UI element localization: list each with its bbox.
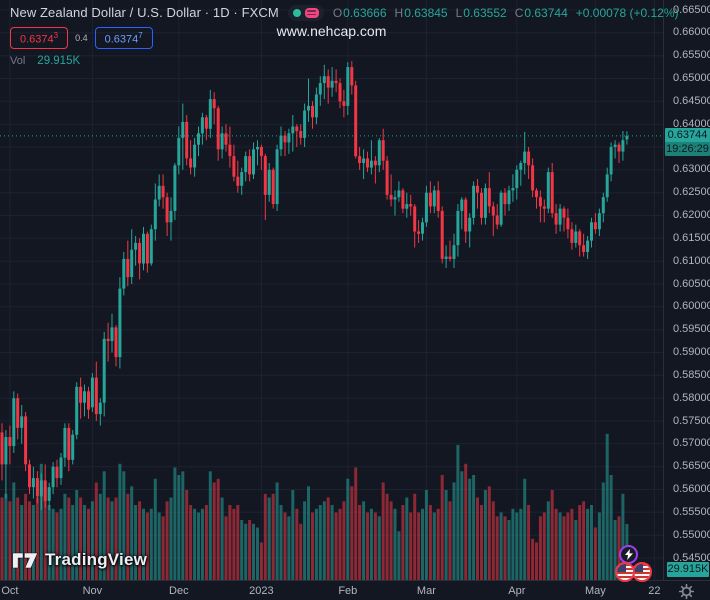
menu-toggle-icon xyxy=(304,7,319,18)
market-status-toggle[interactable] xyxy=(287,4,324,21)
axis-volume-label: 29.915K xyxy=(667,562,709,577)
price-tick-label: 0.57500 xyxy=(673,414,710,427)
high-value: 0.63845 xyxy=(404,5,448,20)
ohlc-values: O0.63666 H0.63845 L0.63552 C0.63744 +0.0… xyxy=(333,6,679,20)
symbol-title[interactable]: New Zealand Dollar / U.S. Dollar · 1D · … xyxy=(10,5,279,20)
price-tick-label: 0.62000 xyxy=(673,209,710,221)
volume-label: Vol xyxy=(10,54,26,67)
buy-button[interactable]: 0.63747 xyxy=(94,27,153,49)
price-tick-label: 0.59000 xyxy=(673,346,710,358)
price-tick-label: 0.65000 xyxy=(673,72,710,84)
time-tick-label: Mar xyxy=(416,585,436,597)
change-value: +0.00078 (+0.12%) xyxy=(575,5,679,20)
price-tick-label: 0.56500 xyxy=(673,460,710,473)
price-tick-label: 0.65500 xyxy=(673,49,710,62)
tradingview-logo[interactable]: TradingView xyxy=(12,550,147,570)
price-tick-label: 0.64500 xyxy=(673,94,710,107)
price-tick-label: 0.57000 xyxy=(673,437,710,450)
time-axis[interactable]: Oct Nov Dec 2023 Feb Mar Apr May 22 xyxy=(0,580,710,600)
price-tick-label: 0.55500 xyxy=(673,505,710,518)
us-flag-icon xyxy=(615,562,635,582)
price-tick-label: 0.66500 xyxy=(673,3,710,16)
volume-value: 29.915K xyxy=(37,54,81,67)
price-tick-label: 0.58500 xyxy=(673,368,710,381)
time-tick-label: 22 xyxy=(648,585,661,597)
close-value: 0.63744 xyxy=(524,5,568,20)
open-value: 0.63666 xyxy=(343,5,387,20)
candles-layer xyxy=(0,61,629,511)
price-tick-label: 0.62500 xyxy=(673,186,710,199)
time-tick-label: Nov xyxy=(82,585,103,597)
bar-countdown: 19:26:29 xyxy=(665,141,710,156)
price-tick-label: 0.58000 xyxy=(673,391,710,404)
tradingview-logo-text: TradingView xyxy=(45,550,148,569)
volume-bars-layer xyxy=(0,433,629,580)
axis-settings-gear-icon[interactable] xyxy=(678,583,695,600)
connection-status-icon xyxy=(292,8,301,17)
chart-legend: New Zealand Dollar / U.S. Dollar · 1D · … xyxy=(10,4,679,67)
high-label: H xyxy=(394,5,404,20)
price-tick-label: 0.61500 xyxy=(673,231,710,244)
time-tick-label: Feb xyxy=(338,585,358,597)
economic-event-flags[interactable] xyxy=(615,562,652,582)
candlestick-chart[interactable] xyxy=(0,0,663,580)
price-tick-label: 0.56000 xyxy=(673,483,710,495)
spread-value: 0.4 xyxy=(75,32,88,43)
price-tick-label: 0.59500 xyxy=(673,323,710,336)
time-tick-label: 2023 xyxy=(249,585,274,597)
price-tick-label: 0.66000 xyxy=(673,26,710,39)
price-tick-label: 0.60500 xyxy=(673,277,710,290)
low-value: 0.63552 xyxy=(463,5,507,20)
close-label: C xyxy=(514,5,524,20)
time-tick-label: May xyxy=(585,585,606,597)
price-tick-label: 0.55000 xyxy=(673,528,710,541)
price-tick-label: 0.64000 xyxy=(673,117,710,130)
low-label: L xyxy=(455,5,463,20)
time-tick-label: Oct xyxy=(1,585,19,597)
sell-button[interactable]: 0.63743 xyxy=(10,27,69,49)
last-price-label: 0.63744 19:26:29 xyxy=(665,127,710,156)
open-label: O xyxy=(332,5,343,20)
price-axis[interactable]: 0.63744 19:26:29 29.915K 0.66500 0.66000 0… xyxy=(663,0,710,580)
us-flag-icon xyxy=(632,562,652,582)
price-tick-label: 0.60000 xyxy=(673,300,710,313)
tradingview-logo-icon xyxy=(12,552,39,568)
time-tick-label: Dec xyxy=(169,585,189,597)
price-tick-label: 0.61000 xyxy=(673,254,710,267)
price-tick-label: 0.54500 xyxy=(673,551,710,564)
time-tick-label: Apr xyxy=(508,585,526,597)
price-tick-label: 0.63000 xyxy=(673,163,710,176)
